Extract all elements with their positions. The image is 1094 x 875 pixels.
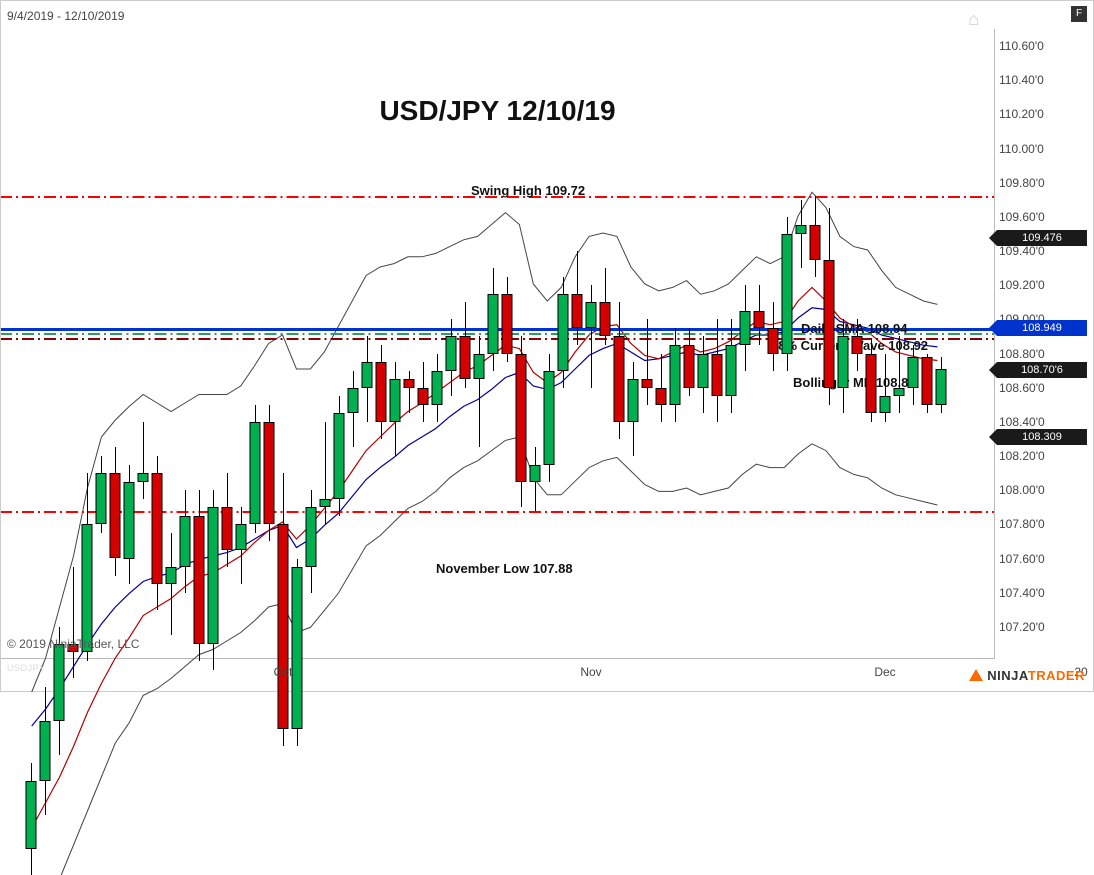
y-tick-label: 110.20'0 [999, 107, 1044, 121]
price-marker: 108.949 [997, 320, 1087, 336]
price-chart[interactable]: USD/JPY 12/10/19 Swing High 109.72Daily … [1, 29, 995, 659]
y-tick-label: 108.20'0 [999, 449, 1045, 463]
y-axis: 110.60'0 110.40'0 110.20'0 110.00'0 109.80'0… [995, 29, 1093, 659]
x-tick-label: Nov [580, 665, 601, 679]
y-tick-label: 108.60'0 [999, 381, 1045, 395]
price-marker: 109.476 [997, 230, 1087, 246]
y-tick-label: 110.40'0 [999, 73, 1044, 87]
copyright-label: © 2019 NinjaTrader, LLC [7, 637, 139, 651]
horizontal-level-line [1, 511, 994, 513]
y-tick-label: 109.20'0 [999, 278, 1045, 292]
date-range-label: 9/4/2019 - 12/10/2019 [7, 9, 124, 23]
y-tick-label: 110.00'0 [999, 142, 1044, 156]
y-tick-label: 109.60'0 [999, 210, 1045, 224]
x-tick-label: Oct [274, 665, 293, 679]
cursor-icon: ⌂ [968, 9, 979, 30]
y-tick-label: 108.00'0 [999, 483, 1045, 497]
y-tick-label: 109.40'0 [999, 244, 1045, 258]
y-tick-label: 108.40'0 [999, 415, 1045, 429]
y-tick-label: 107.20'0 [999, 620, 1045, 634]
brand-logo: NINJATRADER [969, 668, 1085, 683]
chart-annotation: Swing High 109.72 [471, 183, 585, 198]
y-tick-label: 110.60'0 [999, 39, 1044, 53]
x-tick-label: Dec [874, 665, 895, 679]
chart-annotation: 38% Current Wave 108.92 [771, 338, 928, 353]
symbol-watermark: USDJPY [7, 663, 46, 673]
brand-prefix: NINJA [987, 668, 1028, 683]
price-marker: 108.70'6 [997, 362, 1087, 378]
y-tick-label: 109.80'0 [999, 176, 1045, 190]
chart-annotation: Daily SMA 108.94 [801, 321, 907, 336]
price-marker: 108.309 [997, 429, 1087, 445]
f-badge[interactable]: F [1071, 6, 1087, 22]
y-tick-label: 107.80'0 [999, 517, 1045, 531]
y-tick-label: 108.80'0 [999, 347, 1045, 361]
y-tick-label: 107.40'0 [999, 586, 1045, 600]
brand-suffix: TRADER [1028, 668, 1085, 683]
chart-annotation: November Low 107.88 [436, 561, 573, 576]
y-tick-label: 107.60'0 [999, 552, 1045, 566]
x-axis: OctNovDec20 [1, 659, 995, 691]
